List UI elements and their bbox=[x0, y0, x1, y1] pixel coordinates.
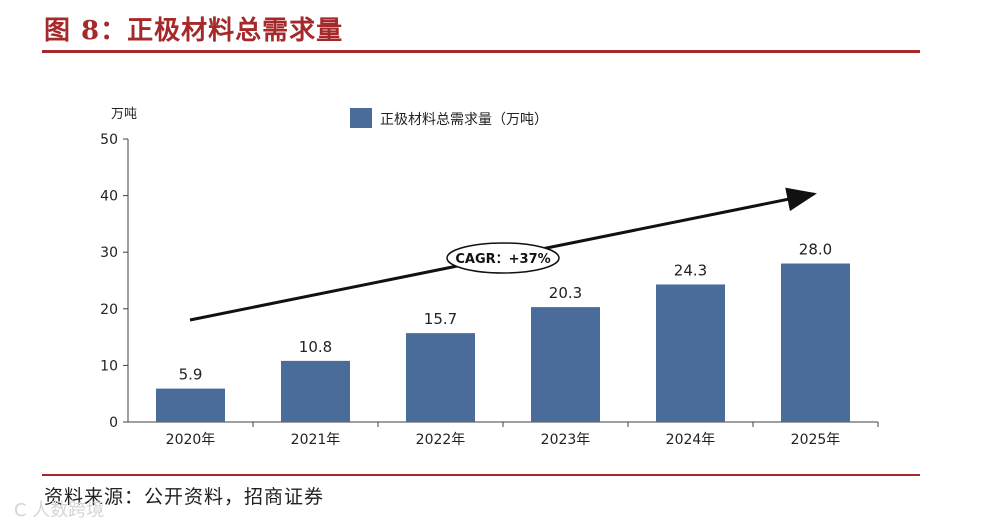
data-label: 28.0 bbox=[799, 241, 832, 259]
y-tick-label: 0 bbox=[109, 415, 118, 431]
legend-swatch bbox=[350, 108, 372, 128]
bars: 5.9 10.8 15.7 20.3 24.3 28.0 bbox=[156, 241, 850, 422]
y-tick-label: 40 bbox=[100, 189, 118, 205]
x-tick-label: 2024年 bbox=[666, 432, 716, 448]
bar bbox=[656, 284, 725, 422]
data-label: 15.7 bbox=[424, 310, 457, 328]
y-axis-label: 万吨 bbox=[111, 107, 137, 122]
x-tick-label: 2020年 bbox=[166, 432, 216, 448]
data-label: 20.3 bbox=[549, 284, 582, 302]
cagr-label: CAGR：+37% bbox=[455, 252, 550, 267]
axes: 0 10 20 30 40 50 万吨 2020年 2021年 2022年 2023年 2024年 20… bbox=[100, 107, 879, 448]
watermark: C 人数跨境 bbox=[14, 500, 105, 521]
bar bbox=[781, 263, 850, 422]
bar bbox=[531, 307, 600, 422]
overlay: 正极材料总需求量（万吨） CAGR：+37% bbox=[189, 108, 817, 322]
y-tick-label: 50 bbox=[100, 132, 118, 148]
x-tick-label: 2022年 bbox=[416, 432, 466, 448]
figure-title: 图 8：正极材料总需求量 bbox=[44, 16, 344, 46]
cagr-callout bbox=[446, 242, 560, 274]
title-rule bbox=[42, 50, 920, 53]
source-rule bbox=[42, 474, 920, 476]
y-tick-label: 30 bbox=[100, 245, 118, 261]
data-label: 24.3 bbox=[674, 261, 707, 279]
bar bbox=[406, 333, 475, 422]
data-label: 10.8 bbox=[299, 338, 332, 356]
bar bbox=[156, 388, 225, 422]
x-tick-label: 2025年 bbox=[791, 432, 841, 448]
legend-label: 正极材料总需求量（万吨） bbox=[380, 112, 548, 128]
x-tick-label: 2023年 bbox=[541, 432, 591, 448]
x-tick-label: 2021年 bbox=[291, 432, 341, 448]
y-tick-label: 20 bbox=[100, 302, 118, 318]
source-note: 资料来源：公开资料，招商证券 bbox=[44, 486, 325, 508]
data-label: 5.9 bbox=[179, 366, 203, 384]
bar bbox=[281, 360, 350, 422]
y-tick-label: 10 bbox=[100, 358, 118, 374]
